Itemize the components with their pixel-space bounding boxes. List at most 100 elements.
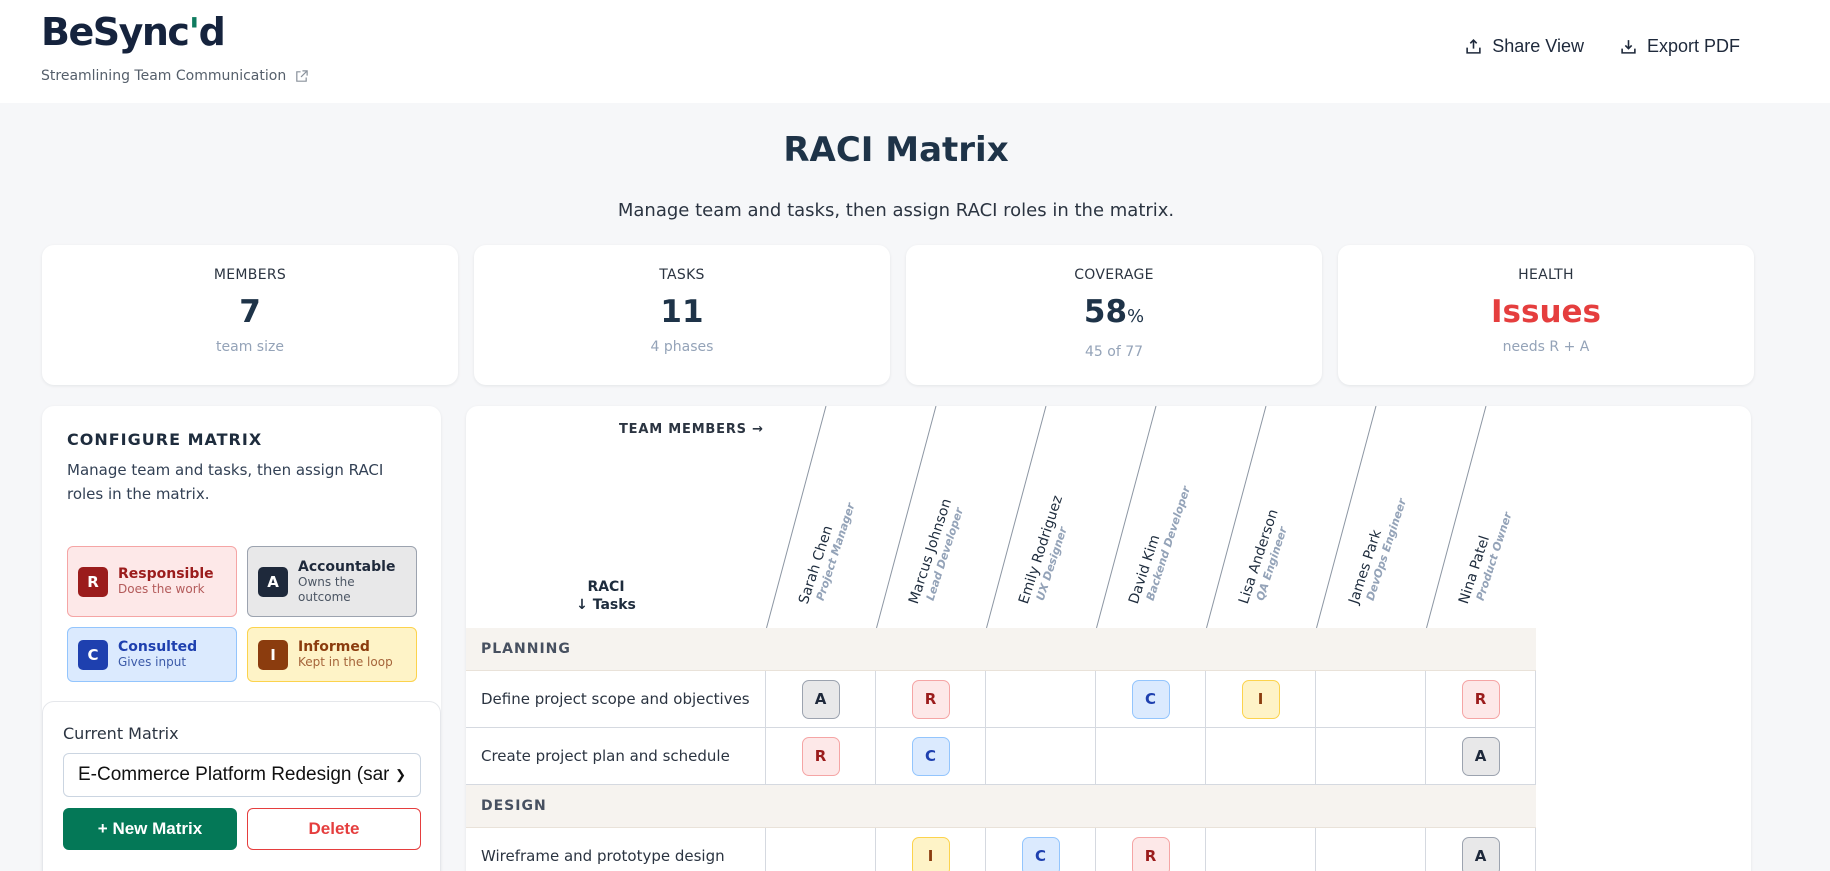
stat-card-tasks: TASKS 11 4 phases bbox=[474, 245, 890, 385]
stat-subtext: 4 phases bbox=[650, 339, 714, 355]
stat-value: 58% bbox=[906, 293, 1322, 336]
share-icon bbox=[1466, 38, 1481, 54]
role-cell[interactable]: A bbox=[1426, 728, 1536, 784]
role-cell[interactable] bbox=[1206, 728, 1316, 784]
stat-card-health: HEALTH Issues needs R + A bbox=[1338, 245, 1754, 385]
legend-desc: Owns the outcome bbox=[298, 574, 355, 604]
role-badge-a[interactable]: A bbox=[1461, 736, 1500, 776]
stat-value: 7 bbox=[42, 293, 458, 331]
tagline-link[interactable]: Streamlining Team Communication bbox=[41, 68, 309, 84]
phase-row: DESIGN bbox=[466, 785, 1536, 828]
page-title: RACI Matrix bbox=[783, 130, 1009, 170]
external-link-icon bbox=[296, 69, 308, 82]
legend-chip: I bbox=[258, 639, 288, 670]
role-badge-c[interactable]: C bbox=[911, 736, 950, 776]
stat-card-members: MEMBERS 7 team size bbox=[42, 245, 458, 385]
role-badge-r[interactable]: R bbox=[1461, 679, 1500, 719]
role-cell[interactable]: I bbox=[1206, 671, 1316, 727]
phase-row: PLANNING bbox=[466, 628, 1536, 671]
stat-number: 11 bbox=[660, 294, 704, 330]
role-badge-r[interactable]: R bbox=[1131, 836, 1170, 871]
role-badge-c[interactable]: C bbox=[1131, 679, 1170, 719]
column-divider bbox=[1206, 406, 1267, 628]
selected-matrix-value: E-Commerce Platform Redesign (sar bbox=[78, 764, 390, 785]
member-column-header[interactable]: Sarah Chen Project Manager bbox=[766, 406, 876, 628]
member-column-header[interactable]: Lisa Anderson QA Engineer bbox=[1206, 406, 1316, 628]
legend-accountable: A Accountable Owns the outcome bbox=[247, 546, 417, 617]
role-cell[interactable] bbox=[766, 828, 876, 871]
raci-legend: R Responsible Does the work A Accountable… bbox=[67, 546, 417, 682]
role-cell[interactable]: I bbox=[876, 828, 986, 871]
stat-subtext: 45 of 77 bbox=[1084, 344, 1144, 360]
share-view-button[interactable]: Share View bbox=[1465, 36, 1584, 57]
health-status: Issues bbox=[1491, 294, 1601, 330]
corner-raci: RACI bbox=[587, 579, 625, 595]
role-cell[interactable]: A bbox=[1426, 828, 1536, 871]
stat-label: TASKS bbox=[659, 267, 705, 283]
role-cell[interactable]: R bbox=[876, 671, 986, 727]
member-column-header[interactable]: David Kim Backend Developer bbox=[1096, 406, 1206, 628]
column-divider bbox=[1426, 406, 1487, 628]
column-divider bbox=[766, 406, 827, 628]
legend-title: Informed bbox=[298, 639, 370, 655]
current-matrix-label: Current Matrix bbox=[63, 724, 179, 743]
top-header: BeSync'd Streamlining Team Communication… bbox=[0, 0, 1830, 103]
stat-number: 58 bbox=[1083, 294, 1128, 330]
role-cell[interactable]: A bbox=[766, 671, 876, 727]
export-pdf-button[interactable]: Export PDF bbox=[1620, 36, 1740, 57]
stat-value: Issues bbox=[1338, 293, 1754, 331]
brand-logo[interactable]: BeSync'd bbox=[41, 10, 226, 54]
column-divider bbox=[1096, 406, 1157, 628]
stat-card-coverage: COVERAGE 58% 45 of 77 bbox=[906, 245, 1322, 385]
role-badge-r[interactable]: R bbox=[801, 736, 840, 776]
header-actions: Share View Export PDF bbox=[1465, 36, 1740, 57]
legend-desc: Does the work bbox=[118, 582, 205, 596]
role-cell[interactable] bbox=[1206, 828, 1316, 871]
member-column-header[interactable]: Nina Patel Product Owner bbox=[1426, 406, 1536, 628]
member-column-header[interactable]: James Park DevOps Engineer bbox=[1316, 406, 1426, 628]
role-badge-i[interactable]: I bbox=[911, 836, 950, 871]
legend-title: Responsible bbox=[118, 566, 214, 582]
role-cell[interactable]: C bbox=[986, 828, 1096, 871]
logo-apostrophe: ' bbox=[188, 10, 200, 54]
role-badge-a[interactable]: A bbox=[1461, 836, 1500, 871]
role-badge-i[interactable]: I bbox=[1241, 679, 1280, 719]
role-badge-r[interactable]: R bbox=[911, 679, 950, 719]
legend-desc: Kept in the loop bbox=[298, 655, 393, 669]
role-badge-a[interactable]: A bbox=[801, 679, 840, 719]
stat-subtext: team size bbox=[216, 339, 284, 355]
legend-title: Consulted bbox=[118, 639, 198, 655]
member-column-header[interactable]: Marcus Johnson Lead Developer bbox=[876, 406, 986, 628]
download-icon bbox=[1621, 40, 1636, 54]
role-cell[interactable]: C bbox=[1096, 671, 1206, 727]
tagline-text: Streamlining Team Communication bbox=[41, 68, 287, 84]
legend-chip: A bbox=[258, 566, 288, 597]
role-cell[interactable]: R bbox=[1426, 671, 1536, 727]
role-cell[interactable]: R bbox=[766, 728, 876, 784]
current-matrix-select[interactable]: E-Commerce Platform Redesign (sar ❯ bbox=[63, 753, 421, 797]
role-badge-c[interactable]: C bbox=[1021, 836, 1060, 871]
role-cell[interactable]: R bbox=[1096, 828, 1206, 871]
matrix-grid: PLANNING Define project scope and objecti… bbox=[466, 628, 1536, 871]
role-cell[interactable] bbox=[1096, 728, 1206, 784]
task-row: Define project scope and objectives A R C I R bbox=[466, 671, 1536, 728]
role-cell[interactable] bbox=[1316, 828, 1426, 871]
stat-subtext: needs R + A bbox=[1502, 339, 1590, 355]
role-cell[interactable] bbox=[986, 728, 1096, 784]
stat-label: COVERAGE bbox=[1074, 267, 1154, 283]
role-cell[interactable] bbox=[1316, 728, 1426, 784]
member-column-header[interactable]: Emily Rodriguez UX Designer bbox=[986, 406, 1096, 628]
task-name: Wireframe and prototype design bbox=[466, 828, 766, 871]
role-cell[interactable]: C bbox=[876, 728, 986, 784]
role-cell[interactable] bbox=[1316, 671, 1426, 727]
raci-corner-label: RACI ↓ Tasks bbox=[556, 578, 656, 614]
stat-value: 11 bbox=[474, 293, 890, 331]
current-matrix-section: Current Matrix E-Commerce Platform Redes… bbox=[42, 701, 441, 871]
role-cell[interactable] bbox=[986, 671, 1096, 727]
new-matrix-button[interactable]: + New Matrix bbox=[63, 808, 237, 850]
legend-informed: I Informed Kept in the loop bbox=[247, 627, 417, 682]
stat-label: MEMBERS bbox=[213, 267, 287, 283]
legend-consulted: C Consulted Gives input bbox=[67, 627, 237, 682]
column-divider bbox=[1316, 406, 1377, 628]
delete-matrix-button[interactable]: Delete bbox=[247, 808, 421, 850]
